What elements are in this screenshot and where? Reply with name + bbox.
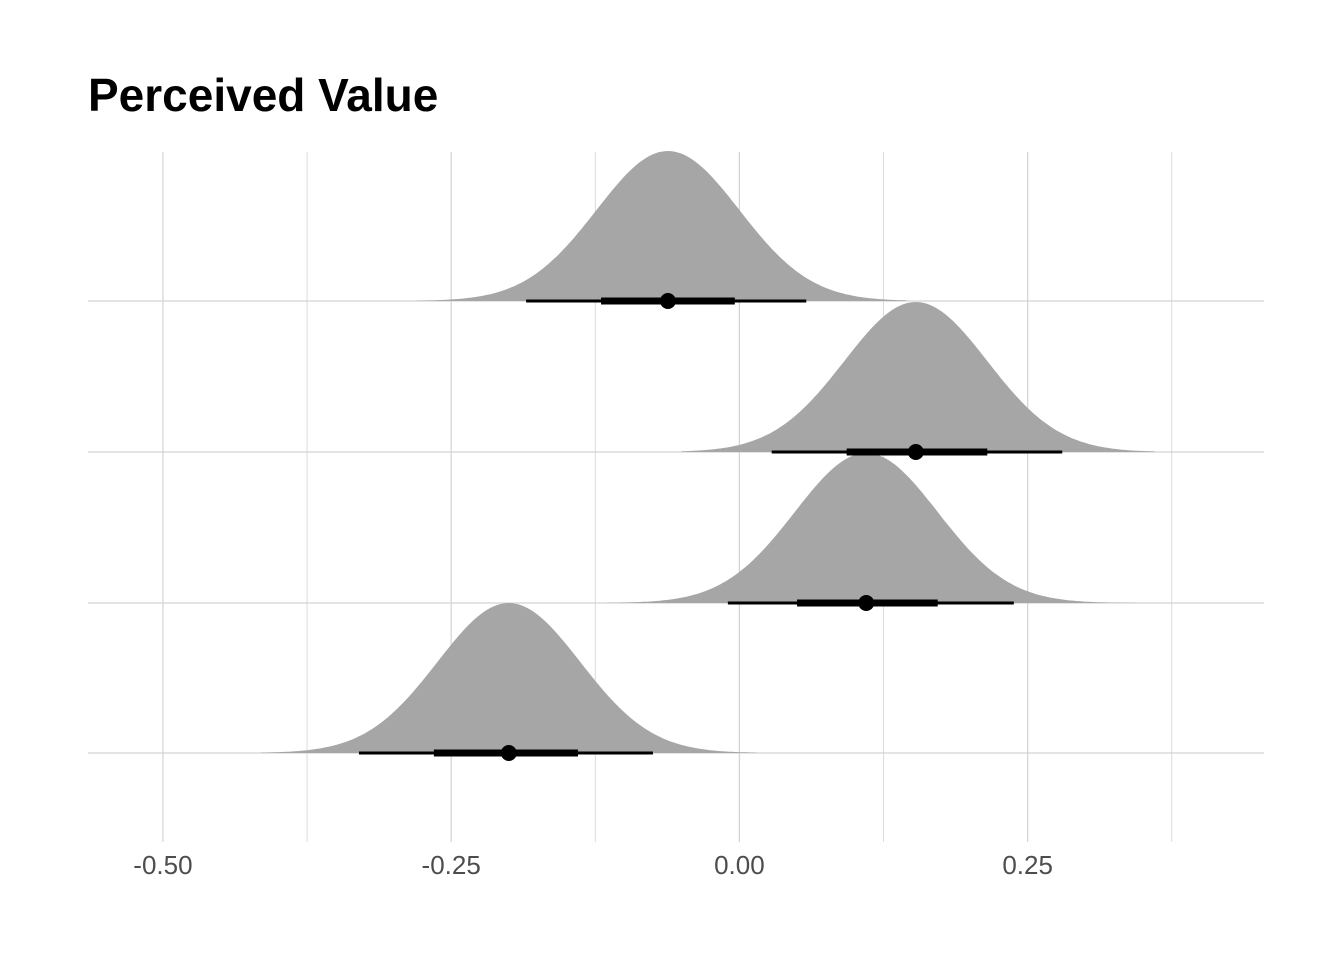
x-tick-label: 0.00 xyxy=(714,850,765,880)
density-slab-2 xyxy=(681,302,1155,452)
density-slab-1 xyxy=(416,151,907,301)
median-point-1 xyxy=(659,293,676,309)
median-point-2 xyxy=(907,444,924,460)
density-layer xyxy=(260,151,1155,753)
x-axis-ticks: -0.50 -0.25 0.00 0.25 xyxy=(133,850,1053,880)
density-slab-4 xyxy=(260,603,757,753)
x-tick-label: 0.25 xyxy=(1002,850,1053,880)
chart-title: Perceived Value xyxy=(88,69,439,121)
x-tick-label: -0.50 xyxy=(133,850,192,880)
x-tick-label: -0.25 xyxy=(422,850,481,880)
median-point-4 xyxy=(500,745,517,761)
median-point-3 xyxy=(858,595,875,611)
density-slab-3 xyxy=(606,453,1138,603)
interval-layer xyxy=(358,293,1063,761)
